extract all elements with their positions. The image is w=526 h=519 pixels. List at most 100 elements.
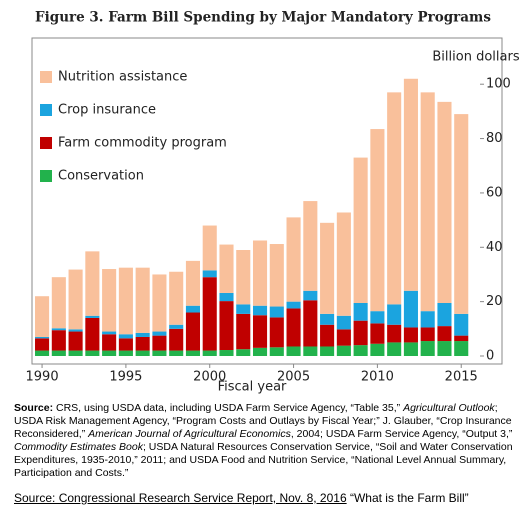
bar-segment xyxy=(454,114,469,314)
bar-segment xyxy=(35,350,50,356)
bar-segment xyxy=(454,335,469,342)
bar-segment xyxy=(387,92,402,305)
bar-segment xyxy=(169,324,184,329)
source-note: Source: CRS, using USDA data, including … xyxy=(14,402,519,480)
legend-swatch xyxy=(40,71,52,83)
bar-segment xyxy=(135,336,150,351)
bar-segment xyxy=(219,244,234,293)
bar-segment xyxy=(303,346,318,356)
bar-segment xyxy=(68,269,83,330)
bar-segment xyxy=(454,341,469,356)
bar-segment xyxy=(252,305,268,316)
bar-segment xyxy=(85,251,100,316)
x-tick-label: 1990 xyxy=(26,370,59,385)
bar-segment xyxy=(403,327,418,343)
bar-segment xyxy=(320,324,335,347)
text-segment: American Journal of Agricultural Economi… xyxy=(88,428,291,440)
bar-segment xyxy=(185,350,201,356)
legend-swatch xyxy=(40,170,52,182)
text-segment: Commodity Estimates Book xyxy=(14,441,143,453)
plot-frame xyxy=(31,37,503,365)
bar-segment xyxy=(269,306,284,318)
bar-segment xyxy=(85,317,100,351)
y-tick-label: 40 xyxy=(486,240,503,255)
bar-segment xyxy=(68,331,83,351)
bar-segment xyxy=(353,320,368,346)
bar-segment xyxy=(169,350,184,356)
bar-segment xyxy=(152,350,167,356)
bar-segment xyxy=(236,250,251,305)
bar-segment xyxy=(336,329,351,346)
bar-segment xyxy=(286,308,301,347)
bar-segment xyxy=(303,300,318,347)
x-tick-label: 2005 xyxy=(277,370,310,385)
y-tick-label: 80 xyxy=(486,131,503,146)
y-tick-label: 0 xyxy=(486,349,494,364)
bar-segment xyxy=(269,317,284,348)
bar-segment xyxy=(219,350,234,356)
bar-segment xyxy=(387,304,402,325)
legend-label: Nutrition assistance xyxy=(58,70,187,85)
bar-segment xyxy=(68,329,83,332)
bar-segment xyxy=(185,260,201,306)
bar-segment xyxy=(102,331,117,335)
bar-segment xyxy=(68,350,83,356)
text-segment: “What is the Farm Bill” xyxy=(346,491,469,505)
bar-segment xyxy=(353,345,368,356)
legend-swatch xyxy=(40,104,52,116)
bar-segment xyxy=(118,350,133,356)
bar-segment xyxy=(51,330,66,351)
text-segment: , 2004; USDA Farm Service Agency, “Outpu… xyxy=(290,428,513,440)
bar-segment xyxy=(219,301,234,351)
text-segment: CRS, using USDA data, including USDA Far… xyxy=(53,402,404,414)
bar-segment xyxy=(420,311,435,328)
bar-segment xyxy=(320,346,335,356)
bar-segment xyxy=(353,157,368,303)
bar-segment xyxy=(420,92,435,312)
bar-segment xyxy=(387,342,402,356)
bar-segment xyxy=(387,324,402,343)
bar-segment xyxy=(152,331,167,336)
bar-segment xyxy=(370,311,385,324)
bar-segment xyxy=(320,222,335,314)
bar-segment xyxy=(236,313,251,350)
text-segment: ; USDA Natural Resources Conservation Se… xyxy=(14,441,513,479)
bar-segment xyxy=(169,271,184,325)
x-tick-label: 2000 xyxy=(193,370,226,385)
bar-segment xyxy=(102,269,117,332)
bar-segment xyxy=(336,315,351,330)
x-axis-title: Fiscal year xyxy=(218,380,287,395)
bar-segment xyxy=(202,270,217,278)
bar-segment xyxy=(437,303,452,327)
bar-segment xyxy=(85,315,100,318)
footer: Source: Congressional Research Service R… xyxy=(14,491,519,505)
bar-segment xyxy=(202,350,217,356)
bar-segment xyxy=(286,346,301,356)
bar-segment xyxy=(286,301,301,309)
text-segment: Agricultural Outlook xyxy=(403,402,495,414)
legend-label: Conservation xyxy=(58,169,144,184)
bar-segment xyxy=(370,129,385,312)
bar-segment xyxy=(135,350,150,356)
x-tick-label: 2015 xyxy=(445,370,478,385)
bar-segment xyxy=(185,312,201,351)
bar-segment xyxy=(403,290,418,328)
bar-segment xyxy=(370,323,385,344)
bar-segment xyxy=(85,350,100,356)
chart-title: Figure 3. Farm Bill Spending by Major Ma… xyxy=(35,10,491,26)
bar-segment xyxy=(454,313,469,336)
bar-segment xyxy=(118,267,133,335)
bar-segment xyxy=(35,336,50,339)
bar-segment xyxy=(152,274,167,332)
bar-segment xyxy=(135,332,150,337)
bar-segment xyxy=(269,347,284,356)
bar-segment xyxy=(219,292,234,302)
legend-swatch xyxy=(40,137,52,149)
bar-segment xyxy=(169,328,184,351)
bar-segment xyxy=(51,328,66,331)
bar-segment xyxy=(303,290,318,301)
bar-segment xyxy=(420,327,435,342)
bar-segment xyxy=(320,313,335,325)
bar-segment xyxy=(35,296,50,337)
bar-segment xyxy=(303,201,318,291)
